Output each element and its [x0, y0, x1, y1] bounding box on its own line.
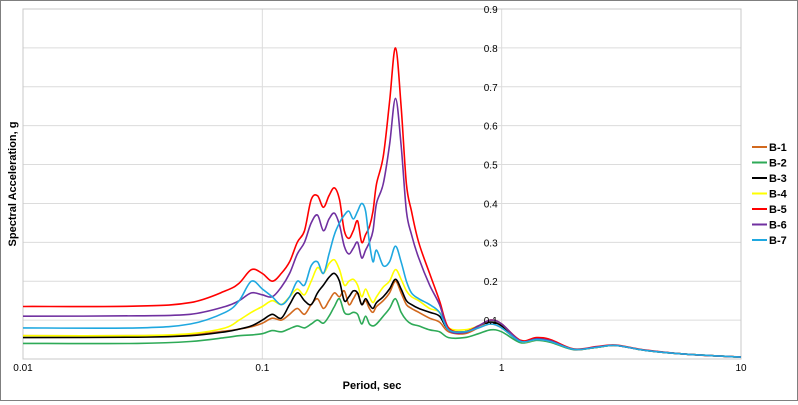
x-tick-label: 0.1 — [255, 363, 269, 374]
series-lines — [22, 47, 742, 358]
legend-label-b-2: B-2 — [769, 158, 787, 170]
y-tick-label: 0.5 — [484, 161, 498, 172]
legend-label-b-7: B-7 — [769, 235, 787, 247]
legend-label-b-1: B-1 — [769, 142, 787, 154]
y-tick-label: 0.8 — [484, 44, 498, 55]
x-axis-label: Period, sec — [343, 380, 402, 392]
legend-label-b-4: B-4 — [769, 189, 788, 201]
legend-label-b-5: B-5 — [769, 204, 787, 216]
x-tick-label: 10 — [735, 363, 747, 374]
series-line-b-7 — [22, 202, 742, 358]
y-tick-label: 0.3 — [484, 238, 498, 249]
series-line-b-5 — [22, 47, 742, 358]
y-axis-label: Spectral Acceleration, g — [7, 122, 19, 247]
y-tick-label: 0.7 — [484, 83, 498, 94]
plot-area — [22, 8, 742, 360]
series-line-b-1 — [22, 280, 742, 358]
x-tick-labels: 0.01 0.1 1 10 — [13, 363, 747, 374]
y-tick-label: 0.6 — [484, 122, 498, 133]
y-tick-label: 0.4 — [484, 199, 498, 210]
x-tick-label: 1 — [499, 363, 505, 374]
series-line-b-2 — [22, 297, 742, 358]
legend-label-b-6: B-6 — [769, 220, 787, 232]
y-tick-label: 0.9 — [484, 5, 498, 16]
y-tick-labels: 0.1 0.2 0.3 0.4 0.5 0.6 0.7 0.8 0.9 — [484, 5, 498, 327]
y-tick-label: 0.2 — [484, 277, 498, 288]
x-tick-label: 0.01 — [13, 363, 33, 374]
series-line-b-4 — [22, 258, 742, 358]
legend: B-1 B-2 B-3 B-4 B-5 B-6 B-7 — [752, 142, 788, 247]
y-tick-label: 0.1 — [484, 316, 498, 327]
legend-label-b-3: B-3 — [769, 173, 787, 185]
